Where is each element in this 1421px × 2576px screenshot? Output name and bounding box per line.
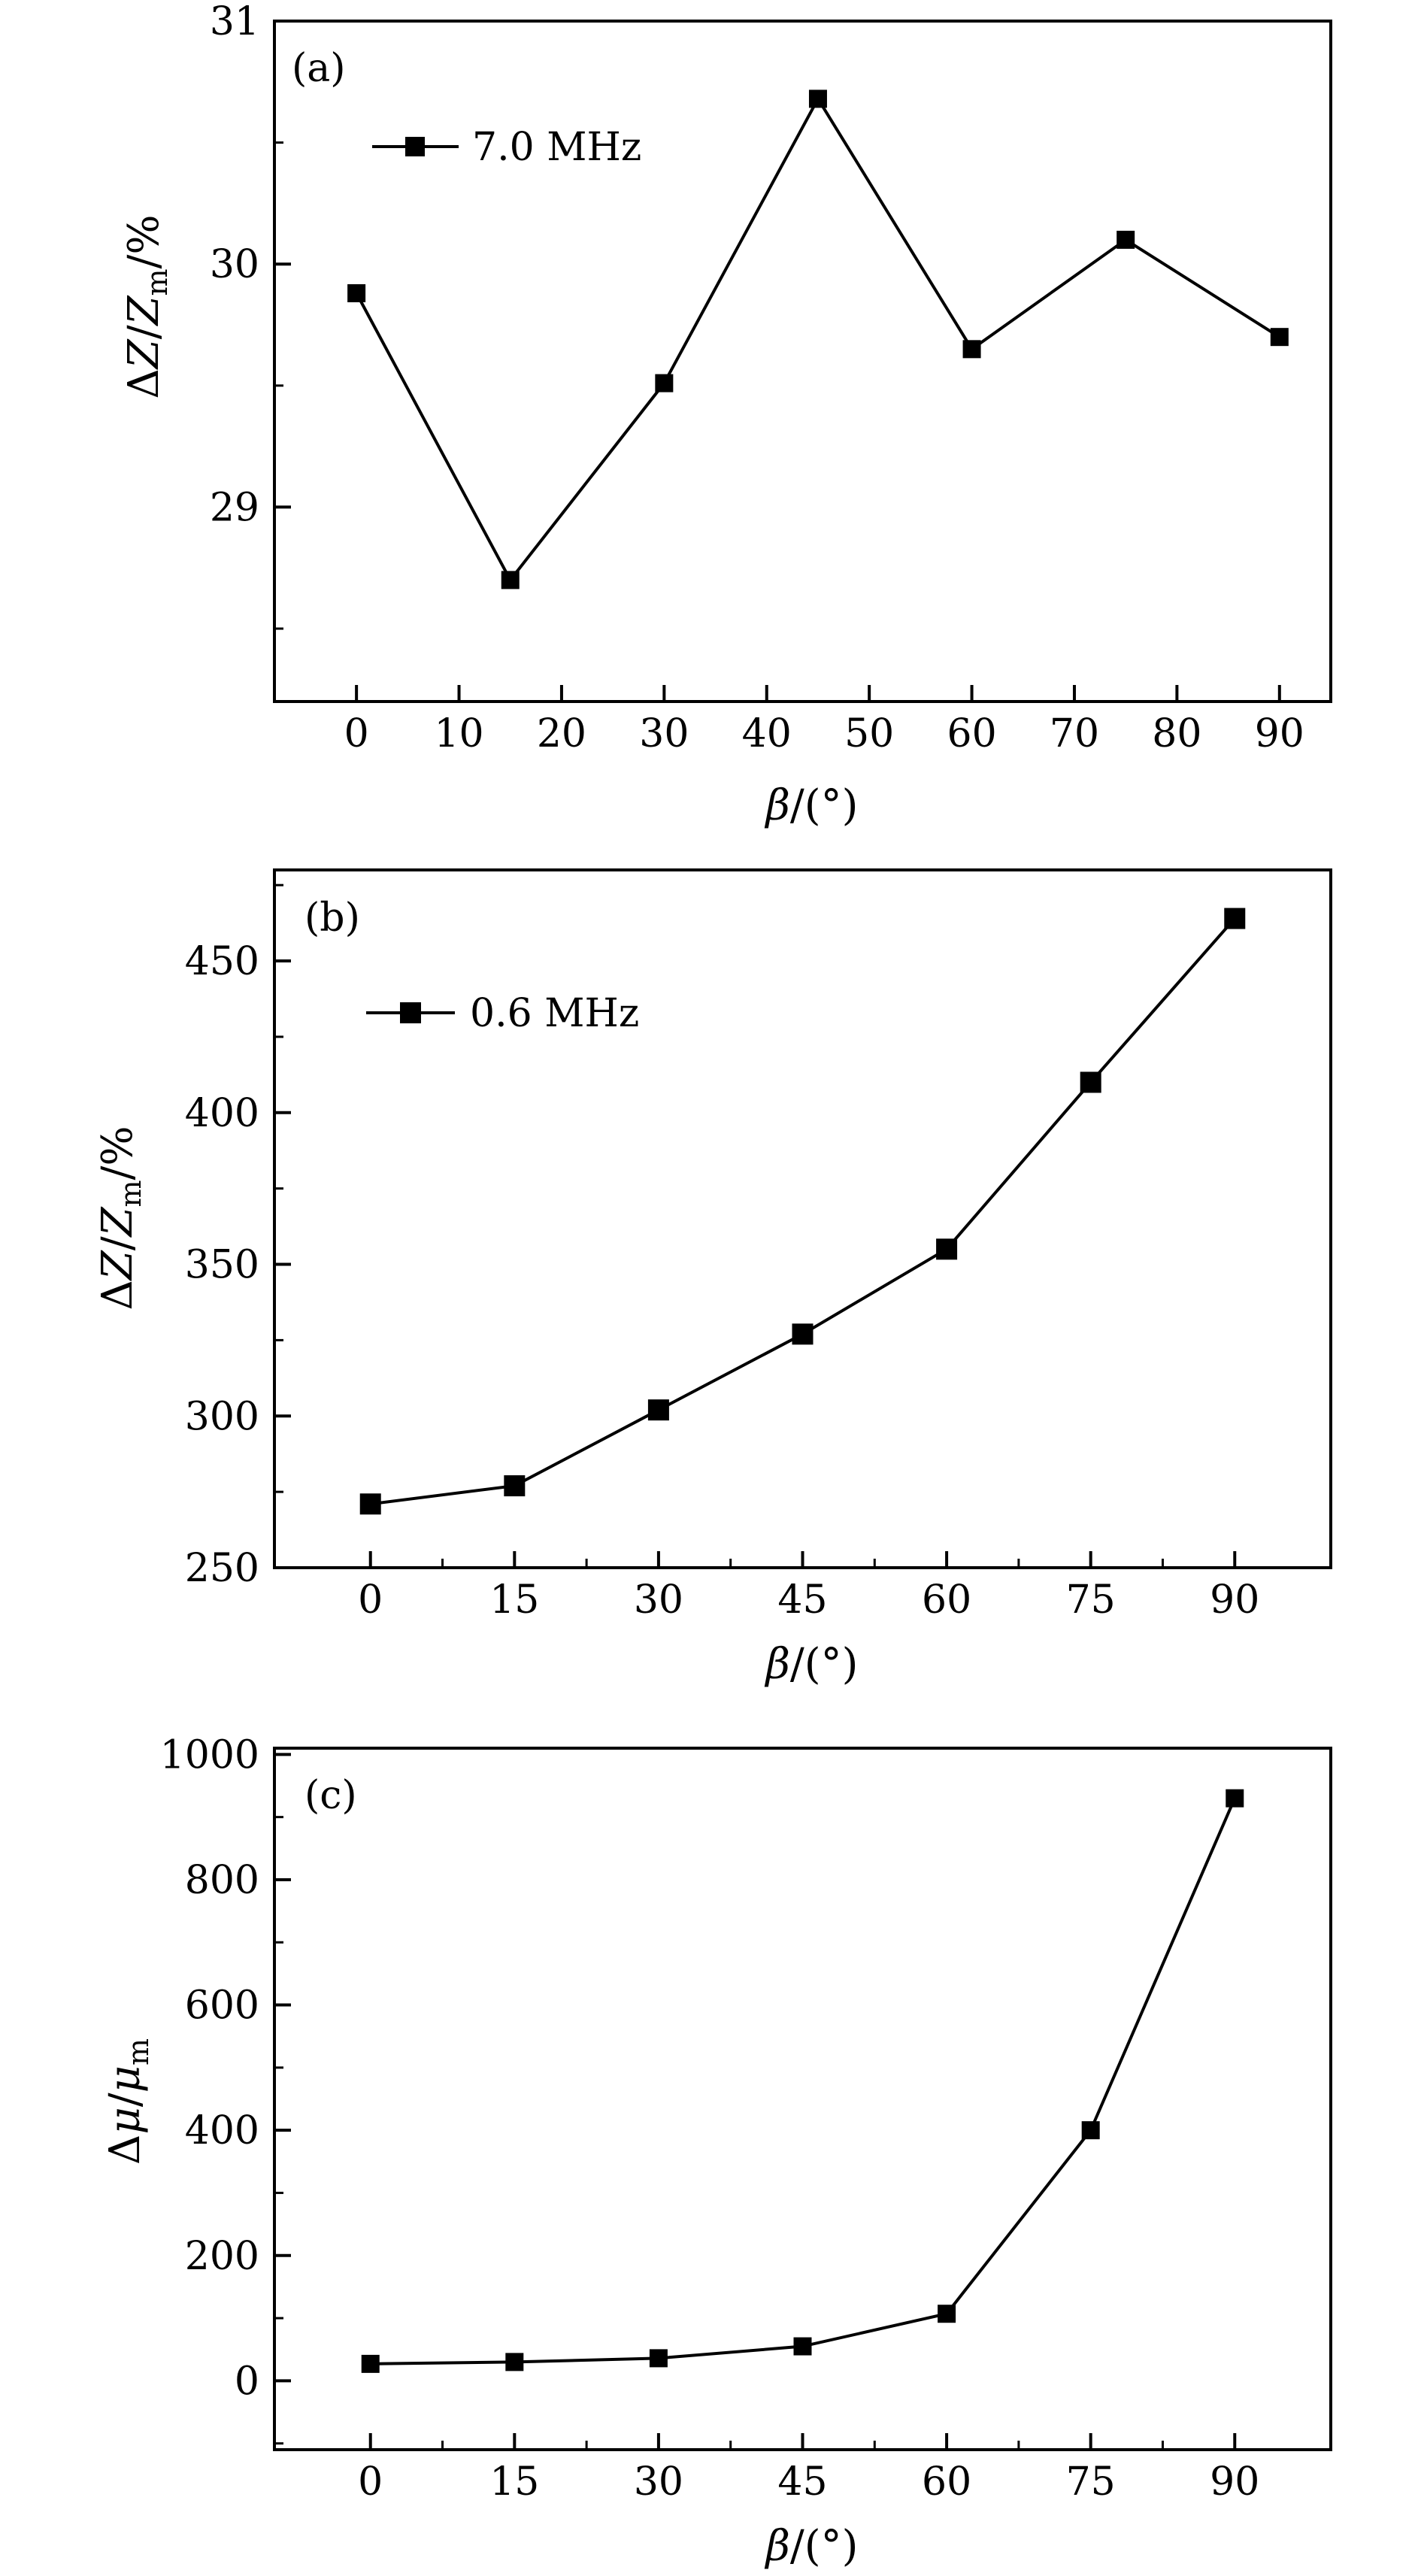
chart-panel-b: 0 15 30 45 60 75 90 250 300 350 400 450 (b) 0.6 MHz…	[93, 868, 1332, 1689]
x-tick-label: 0	[358, 1577, 383, 1623]
panel-label: (c)	[304, 1773, 357, 1818]
x-tick-label: 30	[639, 711, 689, 756]
data-point	[792, 1323, 814, 1345]
y-tick-label: 400	[185, 2108, 259, 2153]
x-tick-label: 60	[947, 711, 996, 756]
chart-panel-c: 0 15 30 45 60 75 90 0 200 400 600 800 1000 (c) β/(°)…	[101, 1732, 1332, 2571]
y-tick-label: 450	[185, 939, 259, 984]
data-point	[347, 284, 366, 302]
series-line	[370, 1797, 1237, 2365]
y-tick-label: 0	[235, 2359, 259, 2404]
data-point	[938, 2305, 956, 2323]
x-tick-label: 15	[489, 1577, 539, 1623]
data-point	[962, 340, 981, 359]
x-tick-label: 75	[1066, 2459, 1116, 2505]
y-axis-label: ΔZ/Zm/%	[93, 1126, 147, 1310]
y-axis-label: Δμ/μm	[101, 2038, 155, 2165]
y-tick-label: 350	[185, 1243, 259, 1288]
data-point	[655, 374, 674, 392]
legend-marker	[400, 1002, 421, 1023]
chart-panel-a: 0 10 20 30 40 50 60 70 80 90 29 30 31 (a) 7.0 MHz β/…	[120, 0, 1332, 830]
y-tick-label: 29	[210, 485, 259, 530]
x-axis-label: β/(°)	[765, 781, 859, 830]
data-point	[1226, 1789, 1244, 1808]
x-tick-label: 45	[777, 2459, 827, 2505]
panel-label: (b)	[304, 896, 360, 941]
x-tick-label: 60	[922, 1577, 971, 1623]
legend: 7.0 MHz	[372, 125, 641, 170]
y-tick-label: 200	[185, 2234, 259, 2279]
x-tick-label: 80	[1152, 711, 1201, 756]
data-point	[936, 1238, 958, 1260]
y-tick-label: 30	[210, 242, 259, 287]
data-point	[649, 2349, 668, 2368]
y-tick-label: 400	[185, 1091, 259, 1136]
panel-label: (a)	[292, 46, 346, 91]
axis-ticks: 0 15 30 45 60 75 90 250 300 350 400 450	[185, 883, 1259, 1623]
data-point	[504, 1475, 526, 1497]
legend-label: 0.6 MHz	[470, 991, 639, 1036]
x-tick-label: 90	[1210, 2459, 1259, 2505]
plot-frame	[273, 868, 1332, 1569]
data-point	[501, 571, 520, 589]
data-point	[793, 2337, 812, 2356]
data-point	[808, 89, 827, 108]
data-point	[359, 1493, 381, 1515]
x-tick-label: 40	[742, 711, 792, 756]
data-point	[361, 2354, 380, 2373]
y-tick-label: 600	[185, 1984, 259, 2029]
data-point	[1270, 328, 1289, 347]
y-tick-label: 250	[185, 1546, 259, 1591]
data-series	[347, 89, 1289, 589]
x-tick-label: 50	[844, 711, 894, 756]
series-line	[355, 95, 1280, 583]
legend: 0.6 MHz	[366, 991, 639, 1036]
x-tick-label: 30	[634, 2459, 683, 2505]
axis-ticks: 0 15 30 45 60 75 90 0 200 400 600 800 1000	[160, 1732, 1260, 2505]
axis-ticks: 0 10 20 30 40 50 60 70 80 90 29 30 31	[210, 0, 1304, 756]
x-axis-label: β/(°)	[765, 2522, 859, 2571]
x-tick-label: 15	[489, 2459, 539, 2505]
x-tick-label: 70	[1050, 711, 1099, 756]
data-point	[1081, 2121, 1100, 2140]
x-tick-label: 0	[344, 711, 369, 756]
data-series	[361, 1789, 1244, 2373]
legend-marker	[405, 137, 425, 156]
legend-label: 7.0 MHz	[472, 125, 641, 170]
y-tick-label: 300	[185, 1394, 259, 1439]
x-tick-label: 0	[358, 2459, 383, 2505]
data-point	[1116, 230, 1135, 249]
x-tick-label: 60	[922, 2459, 971, 2505]
x-tick-label: 10	[434, 711, 483, 756]
x-tick-label: 45	[777, 1577, 827, 1623]
y-axis-label: ΔZ/Zm/%	[120, 214, 174, 399]
data-point	[647, 1399, 669, 1421]
data-point	[1224, 908, 1246, 929]
data-point	[505, 2353, 524, 2371]
x-tick-label: 90	[1255, 711, 1304, 756]
plot-frame	[273, 20, 1332, 703]
x-tick-label: 90	[1210, 1577, 1259, 1623]
x-tick-label: 20	[537, 711, 586, 756]
data-series	[359, 908, 1246, 1515]
y-tick-label: 1000	[160, 1732, 259, 1777]
x-tick-label: 30	[634, 1577, 683, 1623]
x-axis-label: β/(°)	[765, 1640, 859, 1689]
data-point	[1080, 1071, 1101, 1093]
y-tick-label: 800	[185, 1858, 259, 1903]
y-tick-label: 31	[210, 0, 259, 44]
x-tick-label: 75	[1066, 1577, 1116, 1623]
